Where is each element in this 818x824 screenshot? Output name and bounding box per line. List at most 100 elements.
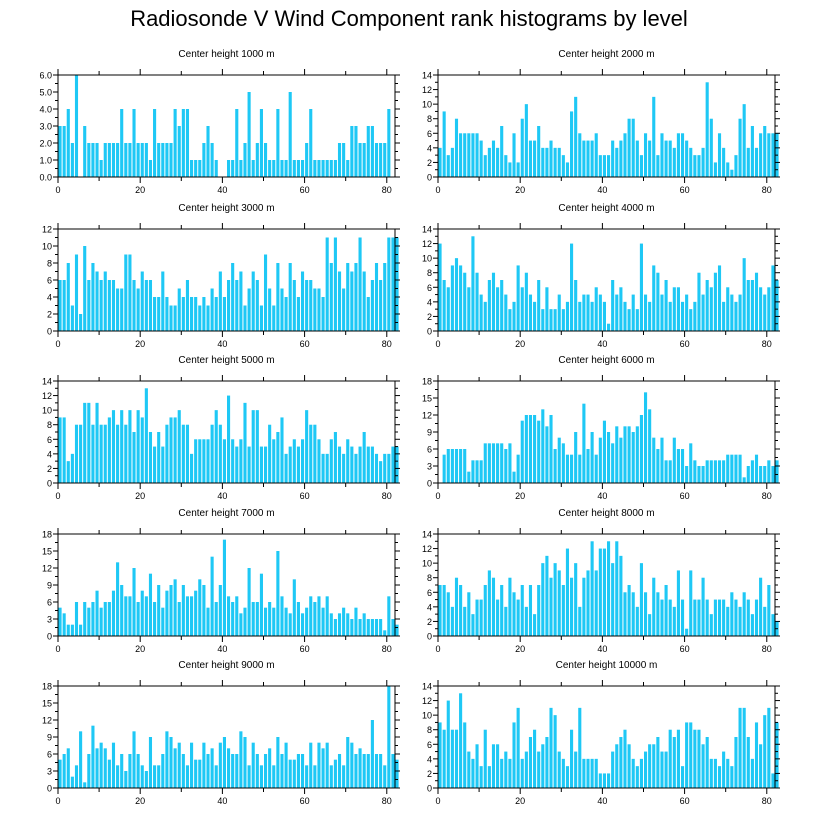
histogram-bar [124, 254, 128, 331]
histogram-bar [750, 126, 754, 177]
histogram-bar [333, 619, 337, 636]
histogram-bar [333, 160, 337, 177]
histogram-bar [459, 693, 463, 788]
histogram-bar [775, 280, 779, 331]
y-tick-label: 8 [427, 114, 432, 124]
histogram-bar [395, 237, 399, 331]
histogram-bar [500, 443, 504, 483]
chart-panel-8: Center height 8000 m 0 2 4 6 8 10 12 14 0 20 40 60 80 [422, 508, 780, 654]
histogram-bar [483, 585, 487, 636]
chart-panel-1: Center height 1000 m 0.0 1.0 2.0 3.0 4.0 5.0 6.… [39, 49, 400, 195]
histogram-bar [574, 563, 578, 636]
histogram-bar [169, 305, 173, 331]
histogram-bar [346, 263, 350, 331]
histogram-bar [709, 758, 713, 788]
histogram-bar [202, 585, 206, 636]
histogram-bar [438, 243, 442, 331]
histogram-bar [471, 133, 475, 177]
histogram-bar [292, 759, 296, 788]
histogram-bar [296, 160, 300, 177]
histogram-bar [730, 766, 734, 788]
histogram-bar [541, 147, 545, 177]
histogram-bar [730, 592, 734, 636]
histogram-bar [128, 143, 132, 177]
histogram-bar [487, 443, 491, 483]
histogram-bar [383, 630, 387, 636]
histogram-bar [652, 265, 656, 331]
histogram-bar [243, 607, 247, 636]
histogram-bar [500, 126, 504, 177]
histogram-bar [210, 748, 214, 788]
histogram-bar [111, 742, 116, 788]
histogram-bar [124, 424, 128, 483]
histogram-bar [165, 590, 169, 636]
histogram-bar [685, 722, 689, 788]
histogram-bar [643, 133, 648, 177]
histogram-bar [128, 254, 132, 331]
histogram-bar [263, 754, 268, 788]
histogram-bar [533, 301, 537, 331]
histogram-bar [268, 602, 272, 636]
y-tick-label: 18 [42, 530, 52, 540]
histogram-bar [337, 271, 342, 331]
histogram-bar [771, 466, 775, 483]
histogram-bar [668, 460, 672, 483]
histogram-bar [463, 606, 467, 636]
histogram-bar [508, 162, 512, 177]
histogram-bar [383, 765, 387, 788]
histogram-bar [705, 280, 709, 331]
histogram-bar [259, 765, 263, 788]
histogram-bar [185, 424, 190, 483]
histogram-bar [218, 424, 222, 483]
histogram-bar [333, 432, 337, 483]
histogram-bar [446, 592, 450, 636]
histogram-bar [169, 417, 173, 483]
histogram-bar [504, 606, 508, 636]
x-tick-label: 80 [382, 185, 392, 195]
histogram-bar [512, 722, 516, 788]
histogram-bar [362, 143, 366, 177]
histogram-bar [471, 758, 475, 788]
histogram-bar [438, 147, 442, 177]
histogram-bar [491, 744, 496, 788]
histogram-bar [395, 624, 399, 636]
histogram-bar [272, 160, 276, 177]
histogram-bar [561, 309, 565, 331]
histogram-bar [722, 301, 726, 331]
histogram-bar [140, 590, 144, 636]
histogram-bar [120, 109, 124, 177]
histogram-bar [243, 143, 247, 177]
histogram-bar [325, 596, 329, 636]
histogram-bar [181, 424, 185, 483]
histogram-bar [471, 460, 475, 483]
histogram-bar [709, 614, 713, 636]
histogram-bar [697, 599, 701, 636]
histogram-bar [454, 577, 459, 636]
histogram-bar [342, 765, 346, 788]
histogram-bar [771, 614, 775, 636]
histogram-bar [561, 758, 565, 788]
histogram-bar [635, 606, 639, 636]
histogram-bar [284, 607, 288, 636]
histogram-bar [537, 585, 541, 636]
histogram-bar [66, 263, 70, 331]
histogram-bar [354, 126, 358, 177]
histogram-bar [107, 143, 111, 177]
histogram-bar [227, 280, 231, 331]
histogram-bar [148, 432, 153, 483]
histogram-bar [496, 287, 500, 331]
histogram-bar [553, 309, 557, 331]
y-tick-label: 14 [422, 225, 432, 235]
histogram-bar [222, 737, 226, 788]
histogram-bar [705, 82, 709, 177]
histogram-bar [173, 579, 177, 636]
histogram-bar [763, 715, 767, 788]
histogram-bar [206, 126, 210, 177]
histogram-bar [346, 613, 350, 636]
histogram-bar [251, 602, 255, 636]
histogram-bar [491, 443, 496, 483]
histogram-bar [173, 417, 177, 483]
histogram-bar [709, 287, 713, 331]
histogram-bar [391, 237, 395, 331]
histogram-bar [391, 754, 395, 788]
